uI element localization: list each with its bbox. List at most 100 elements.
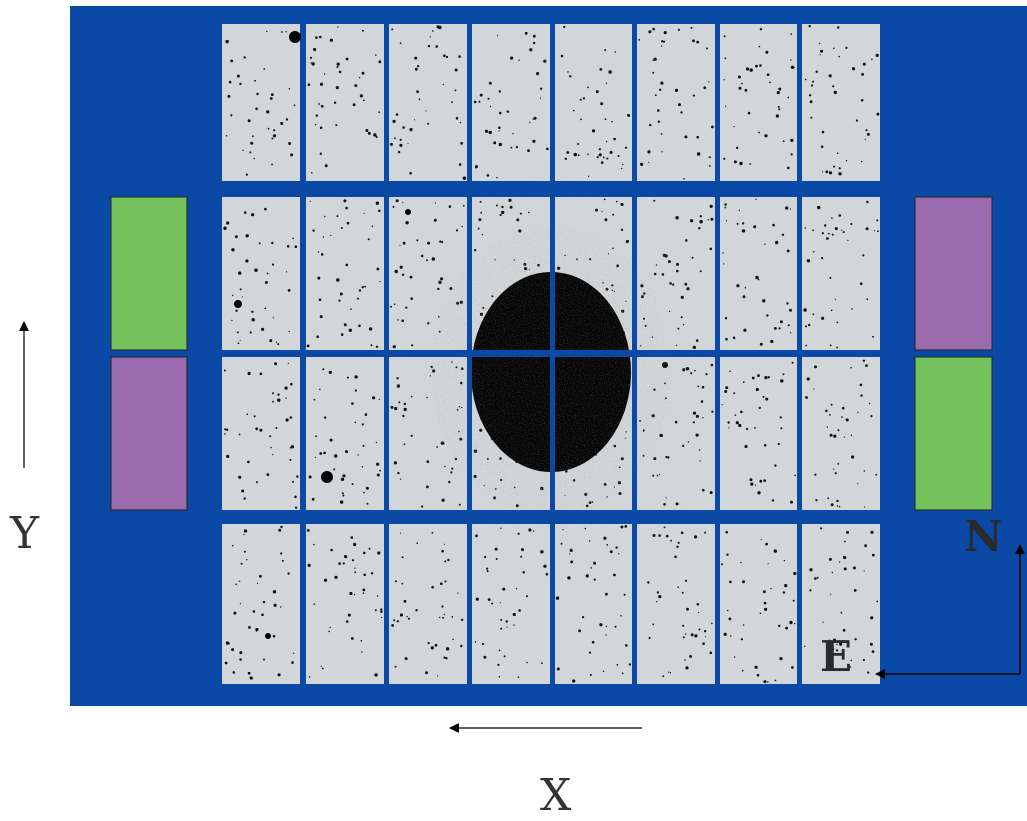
star <box>833 638 836 642</box>
star <box>763 444 767 447</box>
star <box>832 85 835 88</box>
star <box>487 598 491 601</box>
star <box>846 530 849 534</box>
star <box>452 638 454 641</box>
star <box>804 645 806 647</box>
star <box>395 199 399 203</box>
star <box>353 542 357 547</box>
star <box>869 642 873 646</box>
star <box>757 491 761 495</box>
star <box>515 146 519 149</box>
star <box>739 161 743 166</box>
star <box>374 673 378 677</box>
star <box>757 374 760 377</box>
star <box>684 135 688 139</box>
star <box>243 211 247 214</box>
star <box>875 473 878 476</box>
star <box>652 623 655 626</box>
ccd-chip <box>222 357 300 510</box>
star <box>737 75 741 79</box>
star <box>805 325 807 328</box>
star <box>808 323 811 327</box>
star <box>266 30 268 33</box>
star <box>818 42 821 45</box>
ccd-chip <box>222 24 300 181</box>
star <box>865 129 868 132</box>
star <box>694 535 698 539</box>
star <box>647 581 650 584</box>
star <box>829 414 831 416</box>
star <box>708 81 710 83</box>
star <box>285 418 289 422</box>
star <box>728 617 732 621</box>
star <box>677 28 681 31</box>
star <box>294 506 298 509</box>
star <box>345 450 348 454</box>
ccd-chip <box>802 357 880 510</box>
star <box>779 320 783 324</box>
star <box>556 667 560 671</box>
star <box>245 173 248 176</box>
star <box>362 588 366 592</box>
star <box>337 26 339 28</box>
star <box>742 295 746 299</box>
star <box>852 566 856 570</box>
star <box>676 545 679 548</box>
star <box>623 593 626 596</box>
star <box>506 110 509 113</box>
star <box>315 36 318 39</box>
star <box>363 491 365 494</box>
star <box>333 101 337 104</box>
star <box>335 124 338 127</box>
star <box>488 81 492 85</box>
star <box>859 282 863 286</box>
star <box>498 676 501 678</box>
star <box>362 444 365 447</box>
star <box>238 475 242 479</box>
star <box>741 229 746 233</box>
star <box>430 646 434 650</box>
ccd-chip <box>306 24 384 181</box>
star <box>360 639 363 642</box>
star <box>682 636 685 639</box>
star <box>481 642 485 646</box>
star <box>855 119 859 122</box>
star <box>661 151 663 153</box>
star <box>294 495 297 499</box>
star <box>862 359 866 362</box>
star <box>247 460 250 464</box>
star <box>766 73 770 76</box>
star <box>441 605 444 608</box>
star <box>836 321 839 324</box>
star <box>475 597 479 601</box>
star <box>707 219 709 221</box>
star <box>580 118 582 121</box>
star <box>517 676 520 678</box>
star <box>287 289 291 292</box>
star <box>317 276 321 280</box>
star <box>322 368 325 371</box>
star <box>814 365 817 369</box>
star <box>789 308 792 312</box>
star <box>706 47 708 50</box>
star <box>652 71 655 74</box>
star <box>736 284 740 288</box>
star <box>774 679 776 681</box>
star <box>657 120 661 123</box>
star <box>611 120 613 123</box>
star <box>770 588 772 590</box>
star <box>734 656 736 658</box>
star <box>415 609 418 612</box>
star <box>238 271 242 275</box>
star <box>828 171 833 175</box>
star <box>745 67 750 71</box>
star <box>437 675 439 677</box>
star <box>616 664 619 666</box>
star <box>306 529 310 532</box>
star <box>782 373 785 376</box>
star <box>809 589 812 592</box>
star <box>772 223 775 227</box>
star <box>865 227 869 231</box>
star <box>532 41 536 45</box>
ccd-chip <box>222 197 300 350</box>
